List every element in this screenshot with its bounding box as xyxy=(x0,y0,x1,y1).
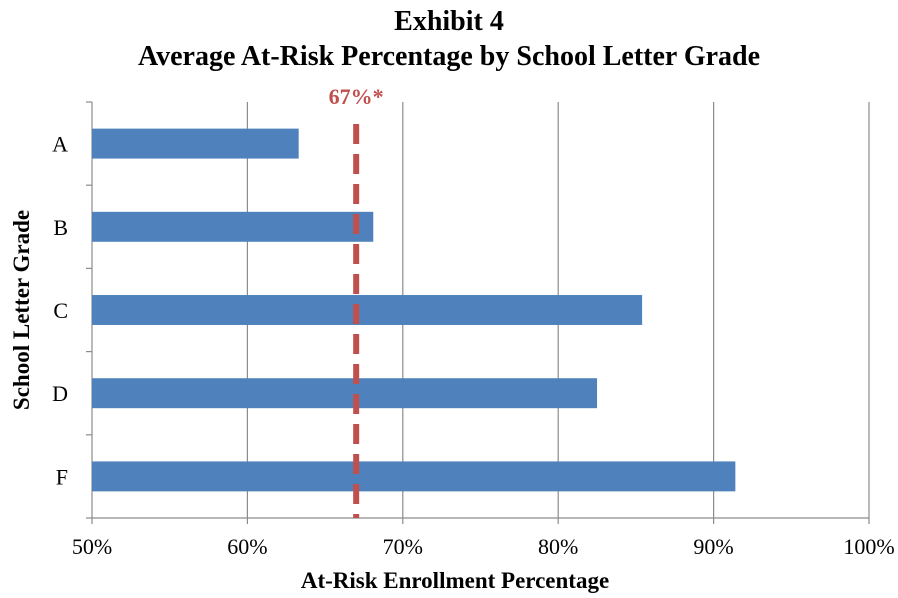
y-axis-title: School Letter Grade xyxy=(9,210,34,410)
x-tick-label: 50% xyxy=(72,534,112,559)
bar-b xyxy=(92,211,374,242)
reference-line-label: 67%* xyxy=(329,84,384,109)
x-tick-label: 70% xyxy=(383,534,423,559)
x-tick-label: 80% xyxy=(538,534,578,559)
category-label: A xyxy=(52,132,68,157)
bar-a xyxy=(92,128,299,159)
bar-c xyxy=(92,295,643,325)
chart-title: Exhibit 4 xyxy=(394,6,504,37)
chart-subtitle: Average At-Risk Percentage by School Let… xyxy=(137,41,761,72)
bar-f xyxy=(92,461,736,492)
category-label: F xyxy=(56,464,68,489)
x-tick-label: 100% xyxy=(843,534,894,559)
x-tick-label: 60% xyxy=(227,534,267,559)
x-tick-label: 90% xyxy=(693,534,733,559)
category-label: D xyxy=(52,381,68,406)
x-axis-title: At-Risk Enrollment Percentage xyxy=(301,568,609,593)
category-label: B xyxy=(53,215,68,240)
bar-d xyxy=(92,378,598,409)
category-label: C xyxy=(53,298,68,323)
